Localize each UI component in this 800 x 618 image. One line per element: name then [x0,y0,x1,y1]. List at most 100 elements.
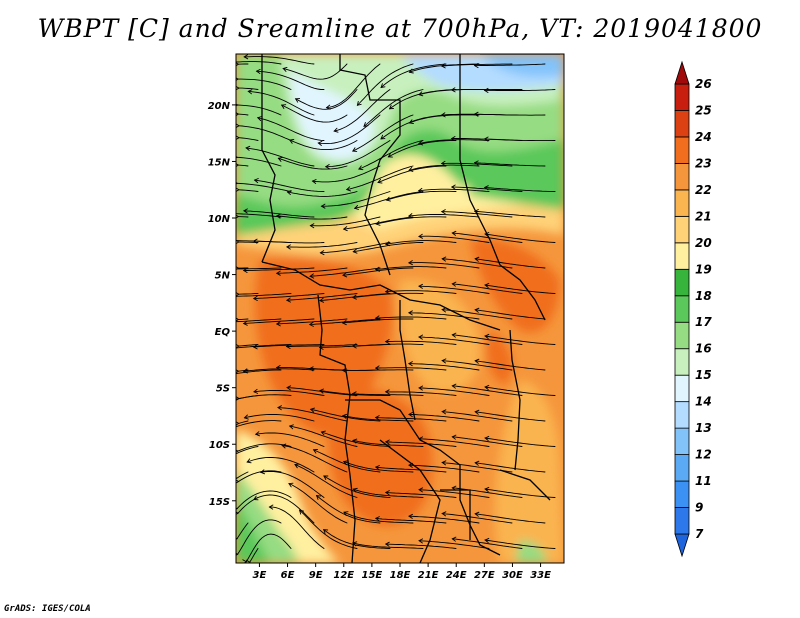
streamline-arrow [242,368,248,374]
colorbar-segment [674,321,690,350]
streamline [276,267,348,274]
lon-label: 15E [362,570,383,581]
colorbar-segment [674,295,690,323]
streamline-arrow [441,511,447,517]
colorbar-segment [674,480,690,508]
latitude-axis: 20N 15N 10N 5N EQ 5S 10S 15S [208,101,236,508]
streamline [474,411,546,422]
streamline [484,284,556,294]
streamline [237,78,292,90]
streamline [286,387,358,396]
lon-label: 21E [418,570,439,581]
streamline [238,125,292,141]
streamline [451,385,523,396]
streamline-arrow [318,344,324,350]
colorbar-label: 7 [695,527,704,541]
streamline [238,420,249,424]
streamline [276,215,348,220]
colorbar: 7 9 11 12 13 14 15 16 17 18 19 20 21 22 23 24 25 26 [674,60,712,558]
streamline-arrow [451,281,457,287]
streamline-arrow [418,334,424,340]
streamline-arrow [341,320,347,326]
colorbar-label: 20 [695,236,712,250]
streamline-arrow [408,361,413,367]
streamline-arrow [253,495,259,501]
longitude-axis: 3E 6E 9E 12E 15E 18E 21E 24E 27E 30E 33E [253,563,551,581]
credit-text: GrADS: IGES/COLA [4,604,91,614]
streamline [236,471,249,479]
streamline-arrow [236,507,238,510]
streamline [310,408,381,422]
streamline [238,293,259,295]
streamline [260,470,325,498]
streamline-arrow [484,486,490,492]
streamline-arrow [380,134,386,140]
streamline-arrow [277,405,282,411]
streamline [243,56,315,65]
streamline-arrow [319,297,325,303]
streamline [408,464,480,473]
streamline-arrow [374,365,380,371]
streamline-arrow [298,509,304,515]
streamline-arrow [440,63,446,69]
streamline-arrow [242,320,248,326]
streamline-arrow [356,100,362,106]
colorbar-segment [674,427,690,455]
streamline [451,487,523,498]
streamline-arrow [408,513,413,519]
streamline [238,369,249,372]
streamline-arrow [236,398,238,401]
streamline-arrow [384,490,390,496]
lat-label: 10S [209,440,230,451]
streamline [375,316,447,320]
streamline [281,104,348,123]
streamline-arrow [236,123,240,129]
streamline-arrow [247,89,253,95]
streamline-arrow [388,104,394,110]
streamline-arrow [418,233,423,239]
streamline-arrow [342,226,348,232]
streamline [247,90,315,116]
colorbar-segment [674,454,690,482]
lon-label: 24E [446,570,467,581]
streamline [289,139,358,151]
colorbar-segment [674,268,690,297]
lat-label: 5N [215,271,231,282]
streamline-arrow [282,66,288,72]
streamline-arrow [320,430,326,436]
streamline [236,156,282,167]
streamline-arrow [317,140,323,146]
streamline [319,242,391,254]
streamline [236,267,282,270]
streamlines [236,54,556,563]
streamline-arrow [333,127,339,133]
streamline-arrow [236,425,238,428]
streamline-arrow [268,504,274,510]
streamline-arrow [384,541,390,547]
streamline-arrow [474,256,480,262]
streamline-arrow [236,452,238,455]
streamline [484,539,556,549]
streamline-arrow [281,443,287,449]
streamline [352,242,424,253]
streamline-arrow [374,315,380,321]
streamline-arrow [473,111,479,117]
streamline [246,457,315,473]
streamline [309,267,381,277]
streamline [375,367,447,371]
streamline-arrow [377,178,383,184]
streamline [418,438,490,447]
streamline [352,114,414,152]
colorbar-segment [674,110,690,138]
streamline-arrow [384,439,390,445]
streamline [236,369,282,375]
streamline-arrow [408,166,414,172]
streamline-arrow [342,413,348,419]
colorbar-label: 25 [695,103,712,117]
streamline [342,415,414,422]
streamline [385,441,457,447]
streamline-arrow [374,516,380,522]
streamline [484,138,556,142]
streamline [321,191,391,207]
